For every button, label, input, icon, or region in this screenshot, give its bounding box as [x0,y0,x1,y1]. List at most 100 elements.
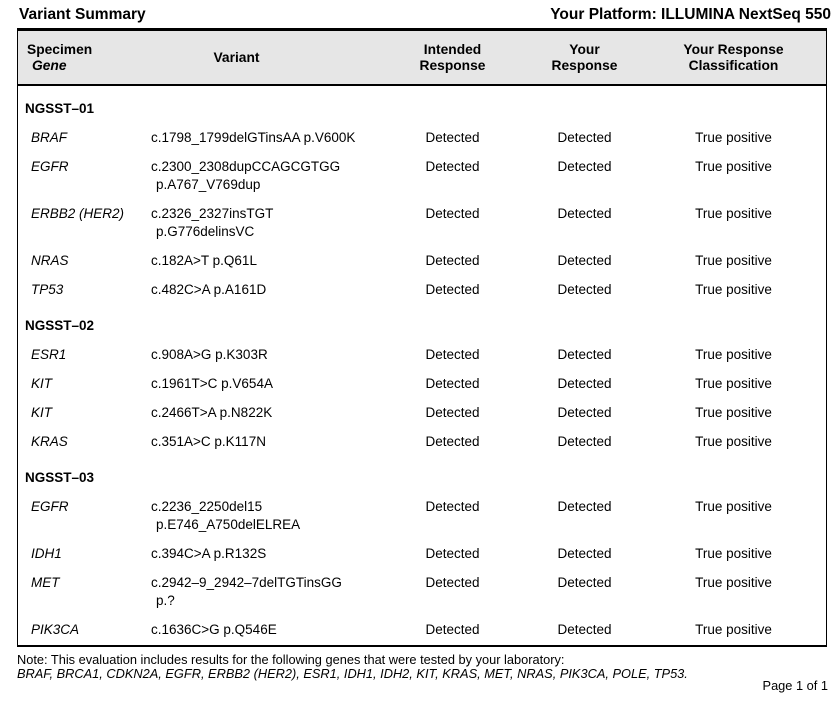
variant-line: p.A767_V769dup [156,177,261,192]
gene-name: MET [31,575,60,590]
your-response: Detected [557,575,612,590]
variant-row: ERBB2 (HER2) c.2326_2327insTGT p.G776delin… [18,205,826,241]
variant-summary-table: Specimen Gene Variant Intended Response … [17,28,827,647]
gene-name: KRAS [31,434,68,449]
footnote: Note: This evaluation includes results f… [17,653,831,680]
variant-row: PIK3CA c.1636C>G p.Q546E Detected Detected T… [18,621,826,639]
variant-text: c.351A>C p.K117N [151,433,392,451]
variant-text: c.482C>A p.A161D [151,281,392,299]
intended-response: Detected [425,282,480,297]
variant-row: KIT c.2466T>A p.N822K Detected Detected True… [18,404,826,422]
variant-line: c.2942–9_2942–7delTGTinsGG [151,575,342,590]
variant-text: c.182A>T p.Q61L [151,252,392,270]
variant-text: c.1961T>C p.V654A [151,375,392,393]
intended-response: Detected [425,206,480,221]
your-response: Detected [557,499,612,514]
intended-response: Detected [425,159,480,174]
variant-row: MET c.2942–9_2942–7delTGTinsGG p.? Detected… [18,574,826,610]
header-response-classification: Your Response Classification [683,41,784,73]
variant-text: c.2942–9_2942–7delTGTinsGG p.? [151,574,392,610]
variant-row: KRAS c.351A>C p.K117N Detected Detected True… [18,433,826,451]
page-number: Page 1 of 1 [762,678,828,693]
intended-response: Detected [425,405,480,420]
variant-line: c.2326_2327insTGT [151,206,274,221]
response-classification: True positive [695,206,772,221]
variant-text: c.908A>G p.K303R [151,346,392,364]
gene-name: ERBB2 (HER2) [31,206,125,221]
variant-text: c.2466T>A p.N822K [151,404,392,422]
response-classification: True positive [695,253,772,268]
header-gene-label: Gene [32,57,67,73]
variant-text: c.2236_2250del15 p.E746_A750delELREA [151,498,392,534]
platform-label: Your Platform: ILLUMINA NextSeq 550 [550,6,831,23]
response-classification: True positive [695,376,772,391]
note-gene-list: BRAF, BRCA1, CDKN2A, EGFR, ERBB2 (HER2),… [17,665,688,681]
intended-response: Detected [425,499,480,514]
header-specimen-label: Specimen [27,41,93,57]
variant-text: c.1798_1799delGTinsAA p.V600K [151,129,392,147]
response-classification: True positive [695,159,772,174]
response-classification: True positive [695,130,772,145]
variant-line: c.394C>A p.R132S [151,546,267,561]
page-title: Variant Summary [19,6,146,23]
specimen-section: NGSST–01 BRAF c.1798_1799delGTinsAA p.V600… [18,86,826,299]
gene-name: PIK3CA [31,622,80,637]
your-response: Detected [557,622,612,637]
intended-response: Detected [425,130,480,145]
gene-name: KIT [31,376,53,391]
header-your-response: Your Response [551,41,618,73]
variant-line: c.351A>C p.K117N [151,434,266,449]
variant-text: c.2326_2327insTGT p.G776delinsVC [151,205,392,241]
variant-line: c.908A>G p.K303R [151,347,268,362]
intended-response: Detected [425,575,480,590]
your-response: Detected [557,405,612,420]
variant-row: BRAF c.1798_1799delGTinsAA p.V600K Detecte… [18,129,826,147]
table-header-row: Specimen Gene Variant Intended Response … [18,31,826,86]
variant-line: p.G776delinsVC [156,224,255,239]
intended-response: Detected [425,376,480,391]
specimen-id: NGSST–01 [25,101,95,116]
header-specimen-gene: Specimen Gene [18,42,151,74]
your-response: Detected [557,253,612,268]
your-response: Detected [557,130,612,145]
response-classification: True positive [695,347,772,362]
your-response: Detected [557,376,612,391]
variant-text: c.394C>A p.R132S [151,545,392,563]
response-classification: True positive [695,282,772,297]
variant-row: IDH1 c.394C>A p.R132S Detected Detected True… [18,545,826,563]
variant-line: c.2300_2308dupCCAGCGTGG [151,159,341,174]
gene-name: IDH1 [31,546,62,561]
intended-response: Detected [425,546,480,561]
variant-row: EGFR c.2300_2308dupCCAGCGTGG p.A767_V769du… [18,158,826,194]
note-text: Note: This evaluation includes results f… [17,652,565,667]
intended-response: Detected [425,253,480,268]
header-variant: Variant [151,50,392,66]
specimen-id: NGSST–02 [25,318,95,333]
variant-line: c.482C>A p.A161D [151,282,267,297]
specimen-section: NGSST–03 EGFR c.2236_2250del15 p.E746_A750d… [18,451,826,639]
your-response: Detected [557,434,612,449]
response-classification: True positive [695,575,772,590]
your-response: Detected [557,159,612,174]
gene-name: EGFR [31,499,69,514]
variant-line: c.182A>T p.Q61L [151,253,257,268]
your-response: Detected [557,546,612,561]
variant-row: NRAS c.182A>T p.Q61L Detected Detected True … [18,252,826,270]
gene-name: BRAF [31,130,68,145]
variant-line: c.2466T>A p.N822K [151,405,273,420]
header-intended-response: Intended Response [419,41,486,73]
gene-name: NRAS [31,253,69,268]
variant-text: c.1636C>G p.Q546E [151,621,392,639]
variant-text: c.2300_2308dupCCAGCGTGG p.A767_V769dup [151,158,392,194]
variant-row: TP53 c.482C>A p.A161D Detected Detected True… [18,281,826,299]
response-classification: True positive [695,546,772,561]
response-classification: True positive [695,622,772,637]
variant-line: p.? [156,593,175,608]
variant-line: c.1636C>G p.Q546E [151,622,277,637]
gene-name: EGFR [31,159,69,174]
variant-line: c.1961T>C p.V654A [151,376,273,391]
response-classification: True positive [695,434,772,449]
variant-row: ESR1 c.908A>G p.K303R Detected Detected True… [18,346,826,364]
gene-name: ESR1 [31,347,67,362]
